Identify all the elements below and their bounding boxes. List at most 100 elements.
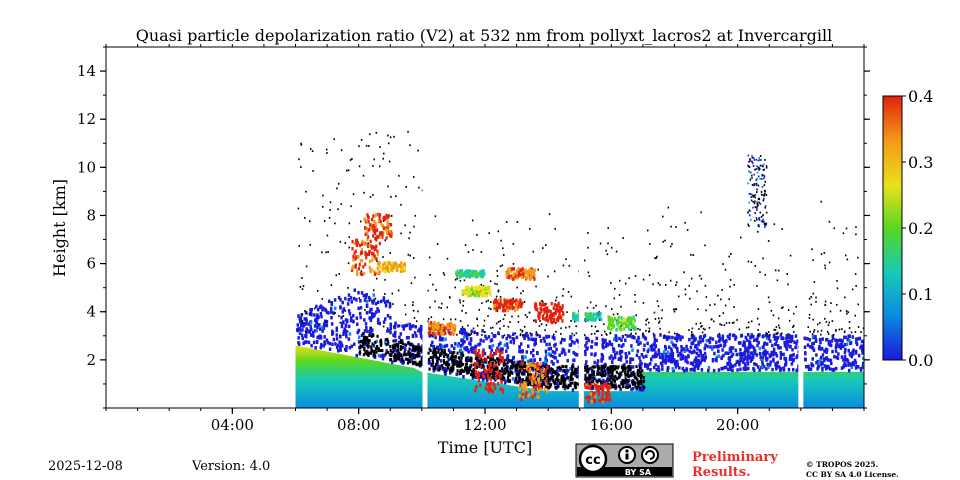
noise-cell xyxy=(609,332,611,335)
ice-cloud-cell xyxy=(474,352,477,356)
ice-cloud-cell xyxy=(367,235,370,239)
ice-cloud-cell xyxy=(590,318,594,322)
attribution-icon xyxy=(618,446,636,464)
cirrus-cell xyxy=(760,193,763,196)
noise-cell xyxy=(304,217,306,219)
noise-cell xyxy=(390,196,392,198)
noise-cell xyxy=(490,308,492,311)
aerosol-cell xyxy=(322,344,325,348)
ice-cloud-cell xyxy=(601,392,604,396)
aerosol-cell xyxy=(618,336,621,341)
aerosol-cell xyxy=(744,335,748,340)
water-cloud-cell xyxy=(600,364,603,368)
colorbar-tick-label: 0.2 xyxy=(908,219,933,238)
noise-cell xyxy=(708,326,711,329)
water-cloud-cell xyxy=(454,354,457,358)
water-cloud-cell xyxy=(632,372,635,376)
water-cloud-cell xyxy=(523,361,527,365)
noise-cell xyxy=(824,300,827,303)
aerosol-cell xyxy=(849,363,853,367)
noise-cell xyxy=(473,331,476,334)
colorbar-tick-label: 0.3 xyxy=(908,153,933,172)
water-cloud-cell xyxy=(554,378,557,382)
aerosol-cell xyxy=(828,343,832,347)
cirrus-cell xyxy=(753,173,755,176)
ice-cloud-cell xyxy=(371,254,374,258)
water-cloud-cell xyxy=(377,347,380,351)
ice-cloud-cell xyxy=(527,362,530,367)
aerosol-cell xyxy=(753,362,756,366)
noise-cell xyxy=(642,278,645,281)
water-cloud-cell xyxy=(504,367,507,371)
noise-cell xyxy=(652,283,654,286)
noise-cell xyxy=(747,321,750,324)
aerosol-cell xyxy=(303,317,306,321)
aerosol-cell xyxy=(770,350,773,355)
aerosol-cell xyxy=(461,341,464,346)
cirrus-cell xyxy=(761,174,764,176)
ice-cloud-cell xyxy=(450,331,453,336)
noise-cell xyxy=(348,236,351,239)
water-cloud-cell xyxy=(504,362,507,366)
aerosol-cell xyxy=(638,356,641,360)
aerosol-cell xyxy=(560,337,564,342)
aerosol-cell xyxy=(739,351,743,356)
ice-cloud-cell xyxy=(475,285,478,290)
ice-cloud-cell xyxy=(374,213,377,218)
ice-cloud-cell xyxy=(474,369,477,374)
aerosol-cell xyxy=(335,328,338,333)
aerosol-cell xyxy=(325,310,329,315)
noise-cell xyxy=(446,306,449,309)
ice-cloud-cell xyxy=(472,273,475,278)
water-cloud-cell xyxy=(630,372,633,376)
ice-cloud-cell xyxy=(376,263,379,268)
noise-cell xyxy=(439,324,442,326)
cirrus-cell xyxy=(748,201,750,204)
aerosol-cell xyxy=(552,361,555,366)
aerosol-cell xyxy=(372,314,375,319)
ice-cloud-cell xyxy=(501,356,505,360)
noise-cell xyxy=(476,318,478,321)
aerosol-cell xyxy=(803,357,807,362)
aerosol-cell xyxy=(824,364,828,369)
aerosol-cell xyxy=(611,360,614,364)
noise-cell xyxy=(807,326,810,329)
ice-cloud-cell xyxy=(459,272,462,277)
aerosol-cell xyxy=(811,363,815,368)
water-cloud-cell xyxy=(550,367,554,371)
noise-cell xyxy=(398,174,400,177)
aerosol-cell xyxy=(657,368,661,373)
noise-cell xyxy=(808,317,811,319)
aerosol-cell xyxy=(350,316,353,320)
aerosol-cell xyxy=(735,360,739,364)
noise-cell xyxy=(607,242,609,245)
ice-cloud-cell xyxy=(587,316,591,320)
aerosol-cell xyxy=(657,348,660,352)
noise-cell xyxy=(496,283,498,286)
aerosol-cell xyxy=(654,363,657,367)
ice-cloud-cell xyxy=(493,298,497,302)
noise-cell xyxy=(845,310,848,313)
aerosol-cell xyxy=(619,349,622,354)
aerosol-cell xyxy=(349,296,353,300)
aerosol-cell xyxy=(316,325,319,330)
aerosol-cell xyxy=(851,335,855,339)
noise-cell xyxy=(646,318,649,321)
aerosol-cell xyxy=(355,353,359,358)
aerosol-cell xyxy=(818,337,822,342)
water-cloud-cell xyxy=(642,375,645,379)
aerosol-cell xyxy=(547,334,551,339)
noise-cell xyxy=(490,301,492,303)
ice-cloud-cell xyxy=(607,389,610,393)
ice-cloud-cell xyxy=(518,268,522,272)
aerosol-cell xyxy=(755,353,759,357)
aerosol-cell xyxy=(372,293,376,297)
aerosol-cell xyxy=(505,349,508,353)
cirrus-cell xyxy=(748,166,751,168)
ice-cloud-cell xyxy=(572,311,575,316)
aerosol-cell xyxy=(776,344,780,348)
noise-cell xyxy=(434,215,437,218)
noise-cell xyxy=(696,290,698,293)
water-cloud-cell xyxy=(412,345,415,349)
noise-cell xyxy=(529,227,531,230)
